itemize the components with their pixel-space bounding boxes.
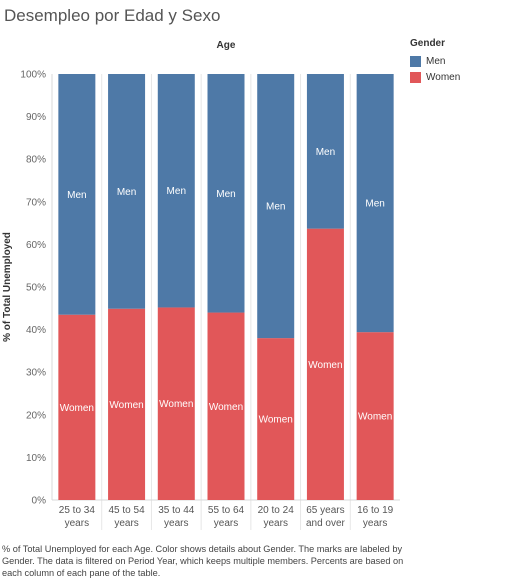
x-tick-label-line1: 35 to 44 [158,505,195,516]
bar-label-women: Women [358,412,392,423]
bar-label-men: Men [216,189,235,200]
y-tick-label: 30% [26,368,46,379]
stacked-bar-chart: Age % of Total Unemployed 0% 10% 20% 30% 40% 50… [2,40,400,530]
x-tick-label-line2: years [363,518,387,529]
legend-item-men[interactable]: Men [410,53,460,69]
x-tick-label-line2: years [114,518,138,529]
bar-women [108,308,146,500]
bar-men [356,74,394,333]
bar-men [306,74,344,229]
y-tick-label: 90% [26,112,46,123]
bar-women [257,338,295,500]
bar-label-women: Women [60,403,94,414]
column-header: Age [217,40,236,51]
y-tick-label: 0% [32,496,47,507]
bar-label-men: Men [316,147,335,158]
y-tick-label: 10% [26,453,46,464]
x-tick-label-line2: years [214,518,238,529]
bar-women [58,314,96,500]
legend-label-women: Women [426,71,461,83]
bar-men [207,74,245,313]
x-tick-label-line1: 65 years [306,505,344,516]
bar-label-women: Women [259,415,293,426]
x-tick-label-line2: years [263,518,287,529]
bar-label-men: Men [67,190,86,201]
x-tick-label-line1: 45 to 54 [108,505,145,516]
legend-swatch-men [410,55,421,67]
bar-men [108,74,146,309]
y-tick-label: 100% [20,70,46,81]
bar-women [157,307,195,500]
legend-title: Gender [410,38,446,49]
bar-label-women: Women [209,402,243,413]
y-tick-label: 40% [26,325,46,336]
x-tick-label-line1: 25 to 34 [59,505,96,516]
bar-label-women: Women [109,400,143,411]
bar-label-women: Women [308,360,342,371]
legend-label-men: Men [426,55,446,67]
bar-men [58,74,96,315]
legend-item-women[interactable]: Women [410,69,460,85]
y-tick-label: 70% [26,197,46,208]
bar-label-women: Women [159,399,193,410]
y-tick-label: 20% [26,410,46,421]
bar-label-men: Men [266,202,285,213]
x-tick-label-line1: 20 to 24 [258,505,295,516]
chart-caption: % of Total Unemployed for each Age. Colo… [2,544,404,578]
legend: Gender Men Women [410,38,460,85]
bar-women [356,332,394,500]
y-tick-label: 80% [26,155,46,166]
bar-men [257,74,295,339]
y-axis-title: % of Total Unemployed [2,232,13,342]
bar-label-men: Men [117,187,136,198]
y-tick-label: 50% [26,283,46,294]
bar-label-men: Men [167,186,186,197]
legend-swatch-women [410,71,421,83]
bar-label-men: Men [365,199,384,210]
x-tick-label-line1: 55 to 64 [208,505,245,516]
x-tick-label-line2: years [65,518,89,529]
y-tick-label: 60% [26,240,46,251]
chart-title: Desempleo por Edad y Sexo [4,6,221,25]
x-tick-label-line2: years [164,518,188,529]
bar-men [157,74,195,308]
bar-women [306,228,344,500]
x-tick-label-line2: and over [306,518,346,529]
bar-women [207,312,245,500]
x-tick-label-line1: 16 to 19 [357,505,394,516]
